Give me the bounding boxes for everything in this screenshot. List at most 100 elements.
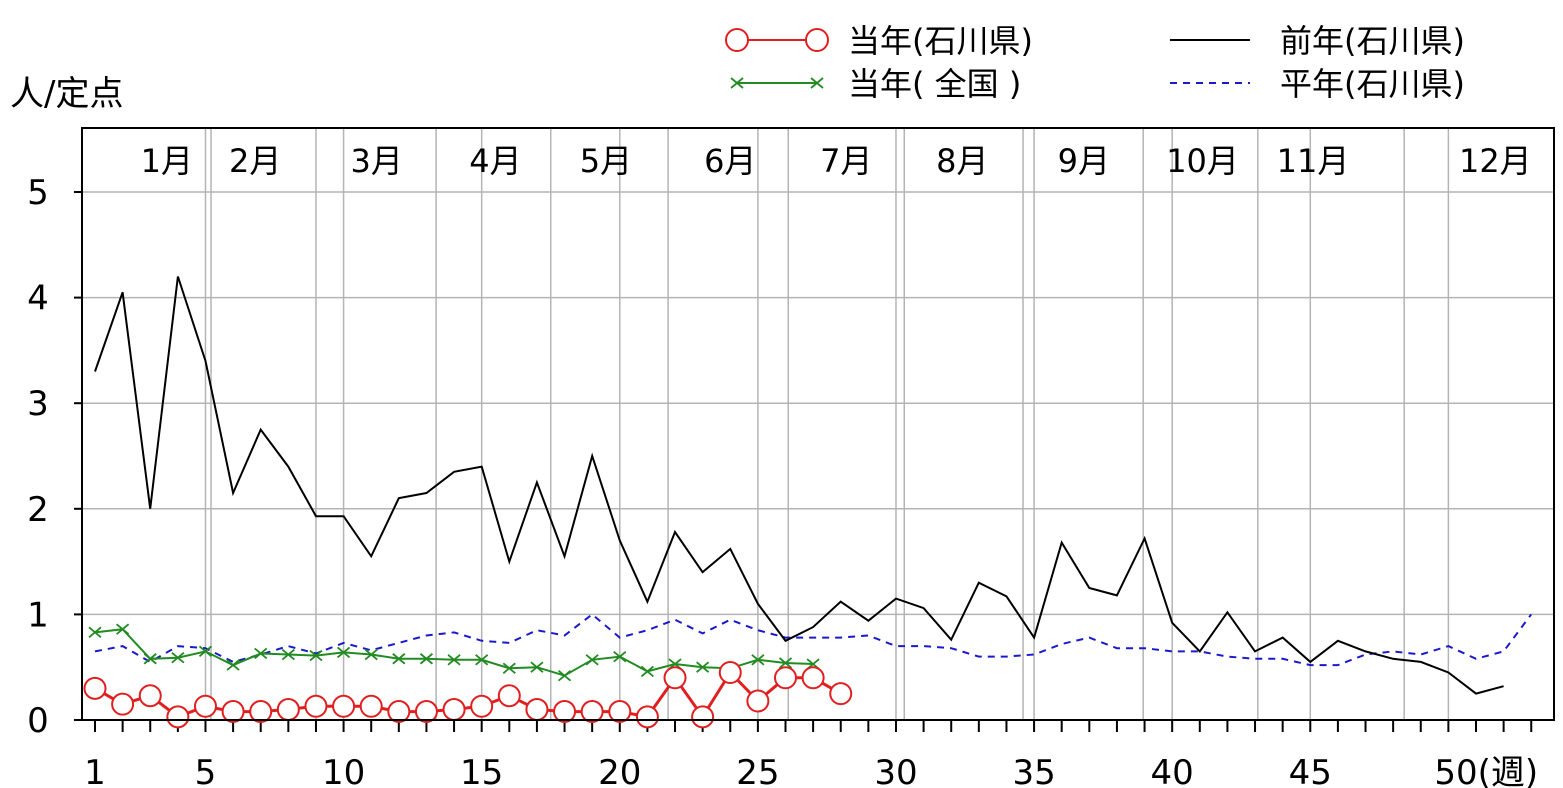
y-tick-label: 4: [27, 279, 49, 319]
data-point-cross: [502, 662, 516, 674]
cross-stroke: [502, 662, 516, 674]
cross-stroke: [751, 654, 765, 666]
cross-stroke: [281, 648, 295, 661]
cross-stroke: [447, 654, 461, 666]
series-0: [83, 660, 853, 729]
cross-stroke: [226, 659, 240, 671]
legend-item: 当年(石川県): [725, 22, 1033, 60]
data-point-cross: [198, 645, 213, 658]
x-tick-label: 20: [598, 753, 641, 788]
data-point-cross: [696, 661, 710, 673]
data-point-cross: [171, 652, 185, 664]
data-point-cross: [392, 653, 406, 665]
cross-stroke: [88, 626, 102, 639]
data-point-circle: [304, 694, 328, 718]
x-tick-label: 30: [874, 753, 917, 788]
data-point-circle: [83, 676, 107, 700]
data-point-cross: [475, 654, 489, 666]
month-label: 8月: [936, 142, 988, 180]
legend-marker: [725, 28, 749, 52]
data-point-circle: [414, 700, 438, 724]
data-point-circle: [221, 700, 245, 724]
data-point-cross: [530, 661, 544, 673]
y-tick-label: 1: [27, 595, 49, 635]
data-point-cross: [640, 665, 654, 678]
x-tick-label: 50(週): [1434, 753, 1538, 788]
data-point-cross: [730, 77, 744, 89]
data-point-cross: [419, 653, 434, 665]
cross-stroke: [557, 669, 572, 682]
cross-stroke: [640, 665, 654, 678]
cross-stroke: [810, 77, 824, 89]
data-point-cross: [309, 649, 323, 662]
month-label: 12月: [1459, 142, 1532, 180]
data-point-circle: [801, 666, 825, 690]
data-point-cross: [364, 648, 378, 661]
cross-stroke: [198, 645, 213, 658]
grid-lines: [82, 128, 1554, 720]
cross-stroke: [143, 653, 157, 665]
month-label: 5月: [580, 142, 632, 180]
series-line: [94, 670, 842, 720]
cross-stroke: [730, 77, 744, 89]
data-point-cross: [751, 654, 765, 666]
legend-label: 当年(石川県): [848, 22, 1033, 60]
month-label: 9月: [1058, 142, 1110, 180]
x-tick-label: 5: [195, 753, 217, 788]
data-point-cross: [254, 647, 268, 660]
plot-frame: [81, 127, 1555, 721]
cross-stroke: [392, 653, 406, 665]
data-point-circle: [359, 694, 383, 718]
legend-item: 当年( 全国 ): [730, 65, 1021, 103]
data-point-circle: [249, 700, 273, 724]
data-point-circle: [691, 705, 715, 729]
cross-stroke: [419, 653, 434, 665]
data-point-circle: [193, 694, 217, 718]
cross-stroke: [337, 646, 351, 659]
cross-stroke: [530, 661, 544, 673]
data-point-cross: [88, 626, 102, 639]
data-point-cross: [337, 646, 351, 659]
y-tick-label: 3: [27, 384, 49, 424]
plot-area: [82, 128, 1554, 720]
cross-stroke: [116, 623, 130, 635]
cross-stroke: [171, 652, 185, 664]
data-point-circle: [774, 666, 797, 690]
y-axis-label: 人/定点: [10, 74, 123, 114]
data-point-circle: [111, 692, 135, 716]
month-label: 11月: [1277, 142, 1350, 180]
x-tick-label: 10: [322, 753, 365, 788]
legend-marker: [805, 28, 829, 52]
data-point-circle: [166, 705, 190, 729]
month-label: 10月: [1166, 142, 1239, 180]
data-point-cross: [447, 654, 461, 666]
legend-item: 前年(石川県): [1170, 22, 1465, 60]
data-point-circle: [553, 700, 577, 724]
data-point-circle: [718, 660, 742, 684]
month-label: 6月: [704, 142, 756, 180]
month-label: 7月: [820, 142, 872, 180]
x-tick-label: 1: [84, 753, 106, 788]
cross-stroke: [309, 649, 323, 662]
data-point-circle: [470, 694, 494, 718]
data-point-cross: [143, 653, 157, 665]
legend-item: 平年(石川県): [1170, 65, 1465, 103]
series-line: [94, 613, 1533, 667]
data-point-circle: [608, 700, 632, 724]
data-point-circle: [829, 682, 853, 706]
legend-label: 前年(石川県): [1280, 22, 1465, 60]
x-tick-label: 25: [736, 753, 779, 788]
data-point-cross: [557, 669, 572, 682]
x-axis-ticks: 1 5 10 15 20 25 30 35 40 45 50(週): [84, 720, 1538, 788]
data-point-circle: [663, 666, 687, 690]
data-point-circle: [332, 694, 356, 718]
data-point-cross: [613, 650, 627, 663]
data-point-cross: [281, 648, 295, 661]
y-tick-label: 2: [27, 490, 49, 530]
legend: 当年(石川県) 当年( 全国 ) 前年(石川県) 平年(石川県): [725, 22, 1465, 103]
cross-stroke: [475, 654, 489, 666]
y-tick-label: 0: [27, 701, 49, 741]
data-point-circle: [387, 700, 411, 724]
y-axis-ticks: 0 1 2 3 4 5: [27, 173, 82, 741]
cross-stroke: [585, 654, 599, 666]
